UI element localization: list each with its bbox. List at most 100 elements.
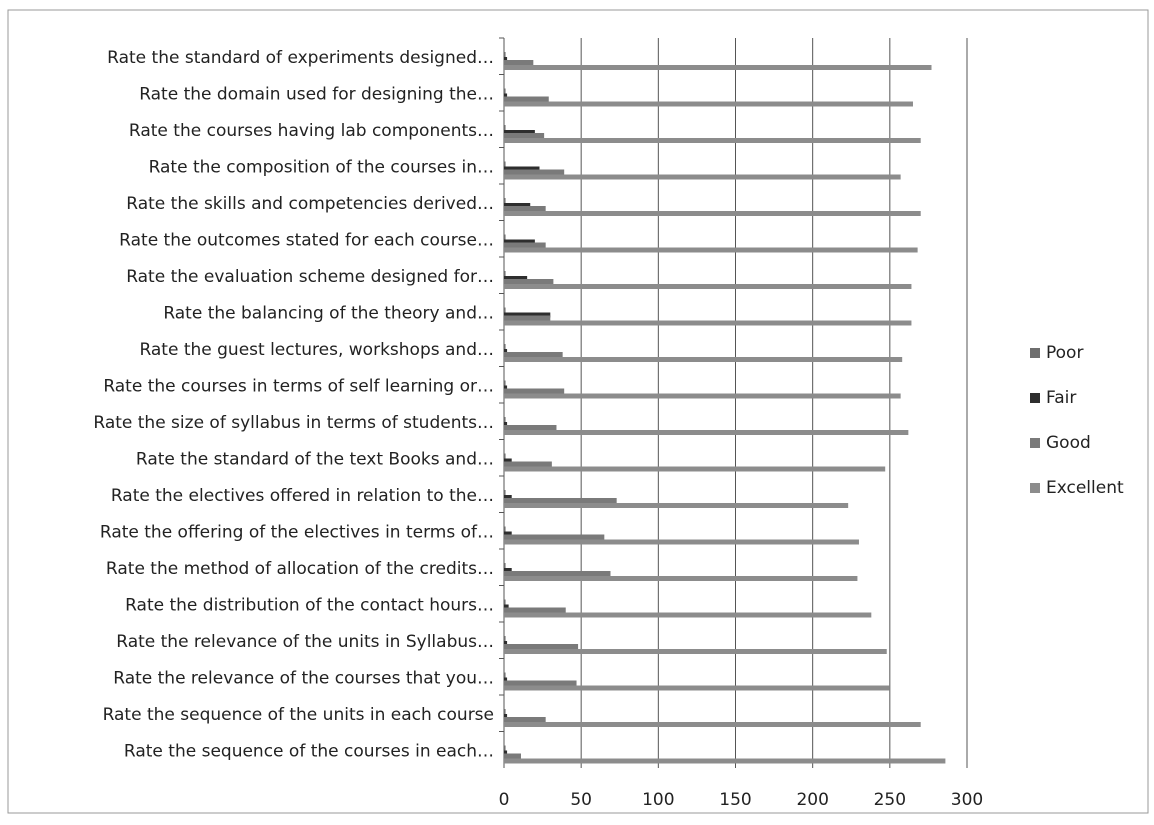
legend-swatch [1030, 348, 1040, 358]
bar [504, 239, 535, 245]
bar [504, 722, 921, 727]
y-tick-label: Rate the method of allocation of the cre… [106, 559, 494, 579]
bar [504, 568, 512, 573]
bar [504, 644, 579, 649]
y-tick-label: Rate the skills and competencies derived… [126, 194, 494, 214]
bar [504, 430, 909, 435]
x-tick-label: 250 [874, 790, 906, 810]
x-tick-label: 150 [719, 790, 751, 810]
bar [504, 161, 506, 167]
bar [504, 65, 932, 70]
bar [504, 453, 506, 459]
bar [504, 417, 506, 422]
y-tick-label: Rate the relevance of the units in Sylla… [116, 632, 494, 652]
bar [504, 495, 512, 500]
y-tick-label: Rate the courses in terms of self learni… [103, 377, 494, 397]
x-tick-label: 100 [642, 790, 674, 810]
bar [504, 279, 554, 284]
y-tick-label: Rate the outcomes stated for each course… [119, 231, 494, 251]
x-tick-label: 50 [570, 790, 592, 810]
bar [504, 101, 913, 107]
bar [504, 641, 508, 646]
bar [504, 636, 506, 641]
bar [504, 125, 506, 130]
y-tick-label: Rate the balancing of the theory and… [163, 304, 494, 324]
y-tick-label: Rate the standard of experiments designe… [107, 48, 494, 68]
bar [504, 320, 912, 326]
bar [504, 607, 566, 613]
bar [504, 93, 508, 99]
bar [504, 534, 605, 540]
bar [504, 526, 506, 532]
y-tick-label: Rate the offering of the electives in te… [100, 523, 494, 543]
bar [504, 60, 534, 65]
bar [504, 563, 506, 568]
bar [504, 130, 535, 135]
legend-label: Fair [1046, 388, 1076, 408]
bar [504, 685, 890, 691]
y-tick-label: Rate the sequence of the courses in each… [124, 742, 494, 762]
y-tick-label: Rate the guest lectures, workshops and… [139, 340, 494, 360]
x-tick-label: 200 [796, 790, 828, 810]
bar [504, 539, 859, 545]
bar [504, 138, 921, 143]
bar [504, 753, 521, 759]
bar [504, 677, 508, 683]
bar [504, 88, 506, 94]
bar [504, 234, 506, 240]
bar [504, 466, 886, 472]
bar [504, 96, 549, 102]
bar [504, 717, 546, 722]
bar [504, 133, 545, 138]
bar [504, 242, 546, 248]
bar [504, 393, 901, 399]
legend-swatch [1030, 483, 1040, 493]
bar [504, 745, 506, 751]
bar [504, 571, 611, 576]
bar [504, 714, 508, 719]
y-tick-label: Rate the composition of the courses in… [149, 158, 494, 178]
bar [504, 503, 849, 508]
bar [504, 352, 563, 357]
x-tick-label: 0 [499, 790, 510, 810]
bar [504, 612, 872, 618]
bar [504, 576, 858, 581]
chart-frame [7, 9, 1149, 814]
bar [504, 57, 508, 62]
bar [504, 312, 551, 318]
legend-swatch [1030, 393, 1040, 403]
bar [504, 211, 921, 216]
bar [504, 284, 912, 289]
y-tick-label: Rate the size of syllabus in terms of st… [93, 413, 494, 433]
bar [504, 271, 506, 276]
bar [504, 672, 506, 678]
bar [504, 531, 512, 537]
bar [504, 276, 528, 281]
bar [504, 422, 508, 427]
bar [504, 357, 903, 362]
bar [504, 599, 506, 605]
legend-label: Excellent [1046, 478, 1124, 498]
bar [504, 206, 546, 211]
bar [504, 174, 901, 180]
bar [504, 344, 506, 349]
bar [504, 247, 918, 253]
legend-swatch [1030, 438, 1040, 448]
bar [504, 385, 508, 391]
bar [504, 461, 552, 467]
bar [504, 680, 577, 686]
bar [504, 315, 551, 321]
bar [504, 709, 506, 714]
bar [504, 349, 508, 354]
bar [504, 498, 617, 503]
bar [504, 388, 565, 394]
y-tick-label: Rate the courses having lab components… [129, 121, 494, 141]
y-tick-label: Rate the evaluation scheme designed for… [126, 267, 494, 287]
y-tick-label: Rate the distribution of the contact hou… [125, 596, 494, 616]
y-tick-label: Rate the standard of the text Books and… [136, 450, 494, 470]
bar [504, 203, 531, 208]
bar [504, 490, 506, 495]
bar [504, 604, 509, 610]
bar [504, 198, 506, 203]
